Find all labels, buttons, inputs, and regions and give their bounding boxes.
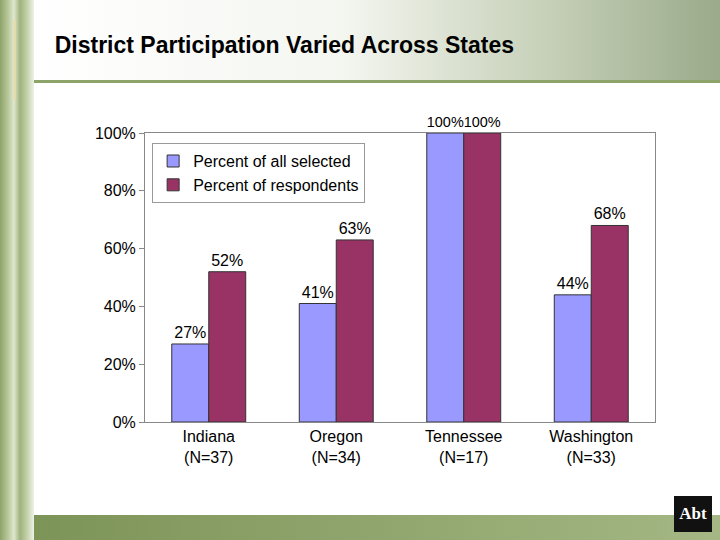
- svg-text:41%: 41%: [302, 284, 334, 301]
- svg-text:40%: 40%: [104, 298, 136, 315]
- svg-text:Indiana(N=37): Indiana(N=37): [183, 428, 236, 466]
- svg-text:Percent of all selected: Percent of all selected: [193, 153, 350, 170]
- svg-text:68%: 68%: [594, 205, 626, 222]
- svg-text:Oregon(N=34): Oregon(N=34): [310, 428, 363, 466]
- svg-text:27%: 27%: [174, 324, 206, 341]
- svg-text:District Participation Varied: District Participation Varied Across Sta…: [55, 32, 514, 58]
- svg-text:52%: 52%: [211, 252, 243, 269]
- svg-text:100%: 100%: [464, 114, 501, 130]
- svg-text:100%: 100%: [95, 125, 136, 142]
- svg-text:Washington(N=33): Washington(N=33): [549, 428, 633, 466]
- svg-text:44%: 44%: [557, 275, 589, 292]
- svg-text:80%: 80%: [104, 182, 136, 199]
- svg-text:20%: 20%: [104, 356, 136, 373]
- svg-text:63%: 63%: [339, 220, 371, 237]
- html-text:Abt: Abt: [679, 504, 707, 523]
- svg-text:Percent of respondents: Percent of respondents: [193, 177, 358, 194]
- svg-text:100%: 100%: [427, 114, 464, 130]
- svg-text:60%: 60%: [104, 240, 136, 257]
- svg-text:0%: 0%: [113, 414, 136, 431]
- svg-text:Tennessee(N=17): Tennessee(N=17): [425, 428, 502, 466]
